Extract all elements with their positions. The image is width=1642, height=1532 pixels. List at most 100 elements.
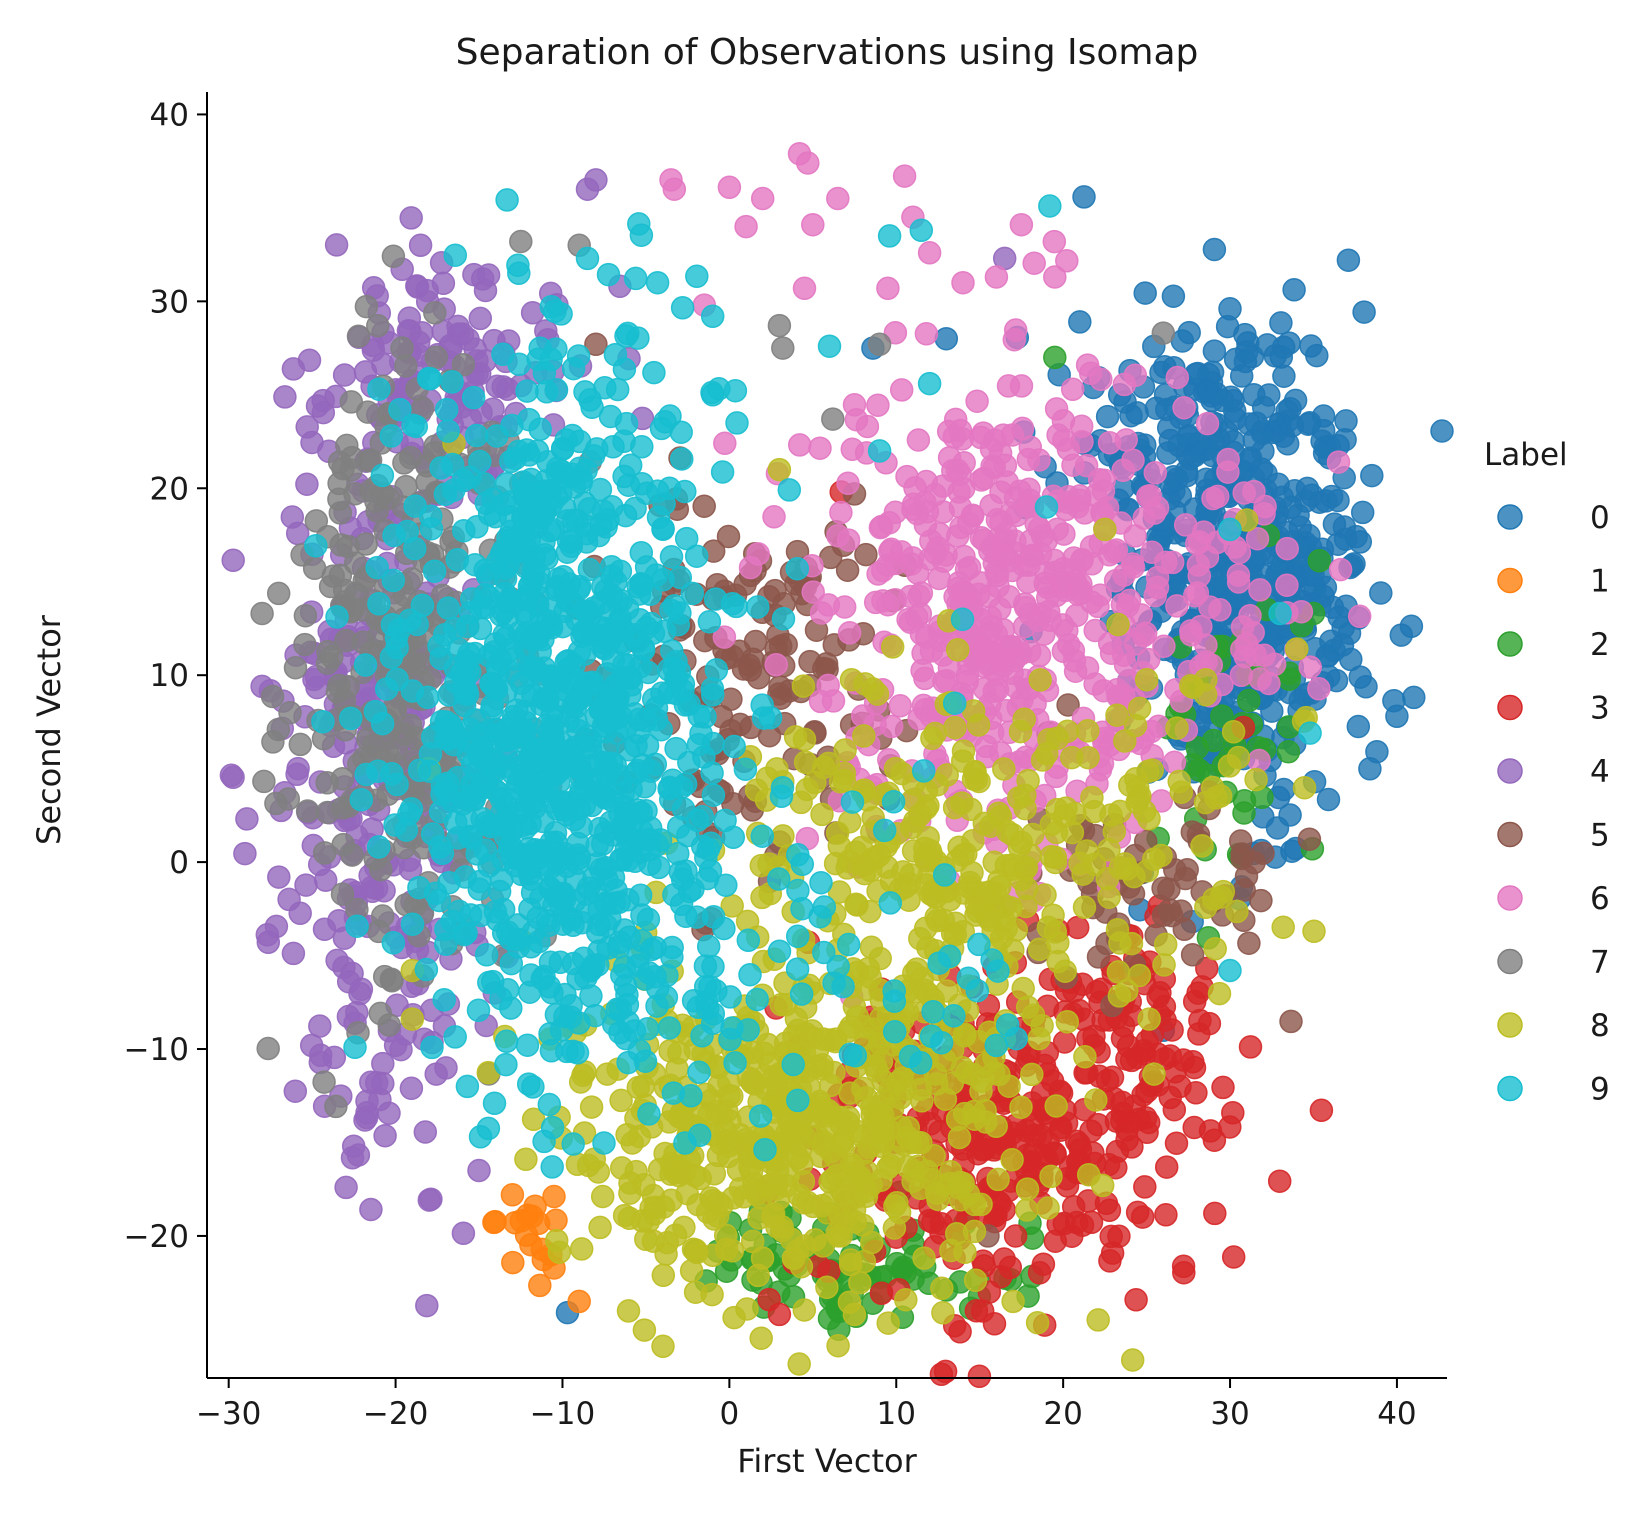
data-point [414, 957, 439, 982]
data-point [1238, 1035, 1263, 1059]
data-point [1107, 984, 1132, 1008]
data-point [736, 928, 761, 953]
data-point [1245, 526, 1270, 551]
data-point [410, 593, 435, 618]
data-point [629, 223, 654, 247]
data-point [469, 903, 493, 928]
data-point [367, 377, 391, 401]
data-point [1002, 327, 1027, 352]
data-point [569, 1237, 594, 1261]
data-point [1152, 634, 1176, 658]
data-point [1043, 345, 1067, 370]
data-point [366, 835, 391, 859]
data-point [402, 536, 427, 561]
data-point [1083, 618, 1107, 643]
data-point [642, 1202, 667, 1226]
data-point [366, 313, 390, 338]
data-point [942, 691, 967, 715]
data-point [876, 592, 900, 617]
data-point [1012, 614, 1037, 639]
data-point [1302, 919, 1326, 944]
data-point [1307, 677, 1331, 701]
data-point [634, 555, 659, 579]
data-point [1203, 936, 1227, 961]
data-point [1151, 321, 1176, 345]
data-point [882, 1216, 907, 1240]
data-point [332, 578, 357, 603]
data-point [662, 177, 687, 201]
data-point [1070, 430, 1094, 454]
data-point [394, 354, 418, 378]
data-point [1138, 484, 1162, 508]
data-point [1180, 943, 1205, 967]
data-point [494, 1052, 518, 1077]
data-point [465, 842, 489, 866]
data-point [605, 377, 630, 402]
data-point [553, 740, 577, 764]
data-point [429, 709, 454, 734]
data-point [669, 892, 694, 917]
data-point [1298, 655, 1322, 679]
data-point [418, 759, 442, 783]
data-point [1074, 453, 1099, 478]
data-point [767, 939, 792, 963]
data-point [480, 693, 504, 718]
y-tick-label: −20 [124, 1219, 189, 1255]
data-point [443, 243, 468, 267]
data-point [923, 482, 947, 507]
data-point [415, 470, 439, 494]
data-point [679, 1259, 704, 1283]
data-point [826, 186, 850, 211]
data-point [619, 673, 644, 697]
data-point [408, 233, 433, 258]
data-point [468, 306, 493, 331]
data-point [1102, 540, 1127, 564]
data-point [1227, 540, 1252, 565]
data-point [1242, 479, 1266, 504]
data-point [1004, 1026, 1028, 1051]
data-point [373, 1123, 397, 1148]
data-point [701, 954, 725, 979]
data-point [399, 206, 423, 230]
data-point [615, 1122, 639, 1147]
legend-marker [1497, 758, 1523, 784]
y-tick-label: 10 [150, 658, 189, 694]
y-tick-label: 20 [150, 471, 189, 507]
data-point [1238, 448, 1262, 473]
data-point [889, 1115, 913, 1139]
data-point [1123, 363, 1148, 388]
data-point [687, 1060, 711, 1085]
data-point [947, 480, 971, 504]
data-point [219, 763, 244, 788]
data-point [1278, 396, 1302, 421]
data-point [602, 891, 626, 916]
data-point [1136, 647, 1161, 672]
data-point [221, 548, 245, 573]
data-point [816, 673, 840, 698]
data-point [455, 1074, 480, 1099]
data-point [1211, 879, 1236, 904]
data-point [908, 803, 932, 827]
data-point [1001, 1289, 1025, 1314]
data-point [923, 721, 947, 746]
data-point [1226, 570, 1251, 594]
data-point [586, 953, 610, 977]
data-point [745, 987, 769, 1012]
data-point [836, 471, 860, 496]
data-point [499, 951, 524, 976]
data-point [1068, 310, 1092, 334]
data-point [295, 415, 319, 439]
data-point [446, 637, 471, 661]
data-point [713, 431, 737, 456]
data-point [280, 505, 305, 529]
data-point [324, 233, 349, 257]
data-point [616, 321, 640, 346]
data-point [484, 722, 508, 746]
data-point [843, 1043, 868, 1068]
data-point [1028, 668, 1052, 692]
data-point [1160, 1018, 1184, 1042]
data-point [559, 534, 584, 559]
data-point [1113, 652, 1138, 677]
data-point [370, 711, 395, 736]
data-point [651, 1334, 675, 1359]
